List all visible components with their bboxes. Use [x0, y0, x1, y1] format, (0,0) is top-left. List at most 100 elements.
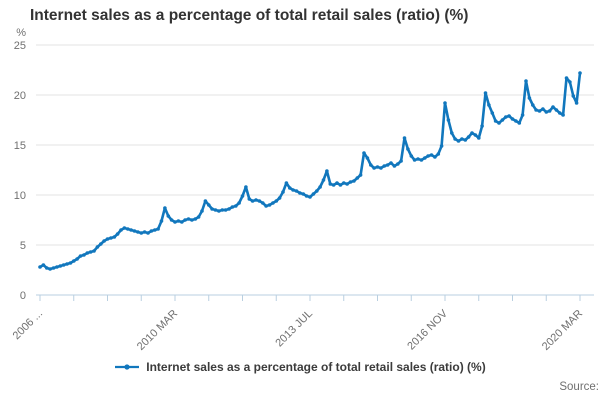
data-point	[318, 185, 322, 189]
data-point	[490, 111, 495, 115]
data-point	[223, 208, 228, 212]
y-tick-label: 15	[14, 140, 26, 152]
data-point	[328, 182, 333, 186]
data-point	[473, 133, 478, 137]
data-point	[99, 242, 103, 246]
y-axis-unit-label: %	[16, 27, 26, 39]
data-point	[210, 207, 214, 211]
data-point	[55, 265, 59, 269]
data-point	[568, 80, 572, 84]
data-point	[358, 173, 363, 177]
y-tick-label: 10	[14, 190, 26, 202]
data-point	[345, 182, 349, 186]
data-point	[436, 152, 441, 156]
data-point	[564, 76, 569, 80]
data-point	[72, 259, 76, 263]
data-point	[315, 189, 319, 193]
y-tick-label: 0	[20, 290, 26, 302]
data-point	[95, 245, 100, 249]
data-point	[541, 107, 545, 111]
data-point	[335, 181, 339, 185]
data-point	[510, 117, 515, 121]
data-point	[51, 266, 56, 270]
data-point	[416, 157, 420, 161]
data-point	[531, 103, 535, 107]
x-tick-label: 2010 MAR	[135, 308, 180, 353]
data-point	[429, 153, 434, 157]
data-point	[237, 201, 241, 205]
data-point	[132, 229, 137, 233]
data-point	[443, 101, 447, 105]
data-point	[122, 226, 127, 230]
data-point	[301, 192, 306, 196]
data-point	[183, 218, 187, 222]
data-point	[392, 164, 397, 168]
data-point	[288, 186, 292, 190]
data-point	[112, 235, 117, 239]
data-point	[453, 137, 457, 141]
data-point	[554, 108, 559, 112]
data-point	[142, 230, 147, 234]
data-point	[207, 203, 211, 207]
data-point	[321, 178, 326, 182]
data-point	[308, 195, 312, 199]
data-point	[480, 124, 484, 128]
x-tick-label: 2020 MAR	[540, 308, 585, 353]
data-point	[537, 109, 542, 113]
data-point	[571, 94, 576, 98]
data-point	[298, 191, 302, 195]
data-point	[396, 162, 400, 166]
data-point	[102, 239, 106, 243]
data-point	[500, 118, 505, 122]
data-point	[433, 155, 437, 159]
data-point	[213, 208, 218, 212]
data-point	[115, 232, 120, 236]
data-point	[48, 267, 52, 271]
data-point	[139, 231, 144, 235]
data-point	[291, 188, 295, 192]
data-point	[220, 208, 225, 212]
data-point	[75, 257, 79, 261]
y-tick-label: 25	[14, 40, 26, 52]
data-point	[109, 236, 113, 240]
data-point	[446, 118, 451, 122]
data-point	[166, 214, 171, 218]
data-point	[136, 230, 140, 234]
data-point	[399, 159, 403, 163]
data-point	[119, 228, 123, 232]
data-point	[193, 217, 198, 221]
data-point	[352, 179, 356, 183]
data-point	[61, 263, 66, 267]
data-point	[261, 201, 265, 205]
data-point	[196, 215, 201, 219]
data-point	[149, 229, 154, 233]
data-point	[267, 203, 272, 207]
data-point	[45, 266, 49, 270]
data-point	[558, 111, 562, 115]
data-point	[362, 151, 366, 155]
data-point	[507, 114, 511, 118]
y-tick-label: 5	[20, 240, 26, 252]
data-point	[159, 219, 164, 223]
data-point	[85, 251, 90, 255]
data-point	[244, 185, 248, 189]
data-point	[409, 154, 414, 158]
data-point	[88, 250, 93, 254]
data-point	[173, 220, 177, 224]
data-point	[41, 263, 46, 267]
data-point	[281, 190, 285, 194]
data-point	[274, 199, 279, 203]
data-point	[527, 96, 532, 100]
data-point	[439, 144, 444, 148]
line-chart-plot: 0 5 10 15 20 25% 2006 ... 2010 MAR 2013 JUL 2016 …	[11, 27, 594, 353]
data-point	[348, 180, 353, 184]
data-point	[230, 205, 235, 209]
data-point	[129, 228, 133, 232]
data-point	[217, 209, 221, 213]
data-point	[58, 264, 63, 268]
data-point	[524, 79, 528, 83]
data-point	[257, 199, 262, 203]
data-point	[254, 198, 258, 202]
data-point	[402, 136, 407, 140]
data-point	[203, 199, 208, 203]
